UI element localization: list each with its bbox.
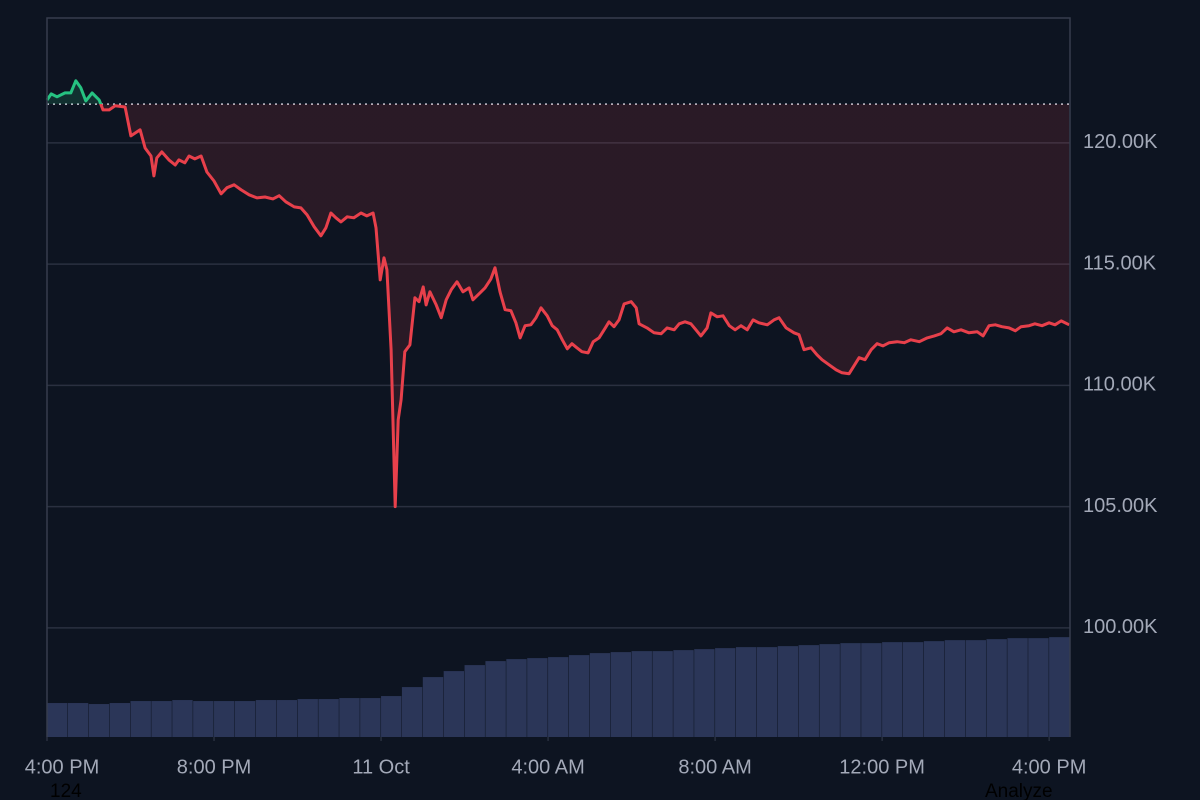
- volume-bar: [861, 643, 882, 737]
- volume-bar: [151, 701, 172, 737]
- volume-bar: [47, 703, 68, 737]
- volume-bar: [986, 639, 1007, 737]
- volume-bar: [944, 640, 966, 737]
- volume-bar: [568, 655, 590, 737]
- volume-bar: [840, 643, 861, 737]
- footer-left: 124: [50, 781, 82, 800]
- y-tick-label: 115.00K: [1083, 252, 1157, 274]
- x-tick-label: 8:00 AM: [678, 756, 751, 778]
- volume-bar: [631, 651, 652, 737]
- volume-bar: [193, 701, 214, 737]
- volume-bar: [777, 646, 799, 737]
- plot-frame: [46, 17, 1071, 737]
- volume-bar: [882, 642, 903, 737]
- volume-bar: [673, 650, 694, 737]
- y-tick-label: 105.00K: [1083, 495, 1158, 517]
- volume-bar: [214, 701, 235, 737]
- volume-bar: [965, 640, 986, 737]
- volume-bar: [464, 665, 485, 737]
- volume-bar: [589, 653, 611, 737]
- x-tick-label: 4:00 PM: [1012, 756, 1086, 778]
- volume-bar: [694, 649, 715, 737]
- volume-bar: [652, 651, 673, 737]
- volume-bar: [819, 644, 840, 737]
- volume-bar: [360, 698, 381, 737]
- volume-bar: [610, 652, 632, 737]
- volume-bar: [276, 700, 298, 737]
- price: [45, 79, 1070, 509]
- volume: [47, 637, 1070, 737]
- x-tick-label: 11 Oct: [352, 756, 410, 778]
- footer-right: Analyze: [985, 781, 1053, 800]
- price-area: [47, 80, 1070, 507]
- volume-bar: [130, 701, 151, 737]
- x-tick-label: 4:00 AM: [511, 756, 584, 778]
- volume-bar: [318, 699, 339, 737]
- volume-bar: [401, 687, 423, 737]
- volume-bar: [88, 704, 110, 737]
- x-tick-label: 4:00 PM: [25, 756, 99, 778]
- volume-bar: [297, 699, 318, 737]
- y-tick-label: 120.00K: [1083, 131, 1158, 153]
- volume-bar: [67, 703, 89, 737]
- x-tick-label: 12:00 PM: [839, 756, 925, 778]
- price-line: [45, 79, 1070, 509]
- volume-bar: [485, 661, 506, 737]
- volume-bar: [255, 700, 277, 737]
- x-tick-label: 8:00 PM: [177, 756, 251, 778]
- volume-bar: [1049, 637, 1070, 737]
- volume-bar: [422, 677, 444, 737]
- volume-bar: [109, 703, 131, 737]
- volume-bar: [234, 701, 256, 737]
- volume-bar: [735, 647, 757, 737]
- volume-bar: [1007, 638, 1028, 737]
- volume-bar: [548, 657, 569, 737]
- volume-bar: [923, 641, 945, 737]
- volume-bar: [172, 700, 193, 737]
- volume-bar: [443, 671, 465, 737]
- volume-bar: [798, 645, 819, 737]
- y-tick-label: 100.00K: [1083, 616, 1158, 638]
- volume-bar: [381, 696, 402, 737]
- volume-bar: [527, 658, 548, 737]
- volume-bar: [506, 659, 527, 737]
- volume-bar: [339, 698, 360, 737]
- volume-bar: [756, 647, 778, 737]
- volume-bar: [902, 642, 924, 737]
- y-tick-label: 110.00K: [1083, 374, 1157, 396]
- volume-bar: [715, 648, 736, 737]
- volume-bar: [1028, 638, 1049, 737]
